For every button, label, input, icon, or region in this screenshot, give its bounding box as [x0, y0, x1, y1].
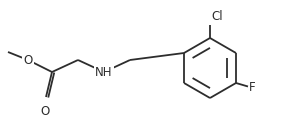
Text: O: O — [23, 53, 33, 67]
Text: O: O — [40, 105, 50, 118]
Text: Cl: Cl — [211, 10, 223, 23]
Text: NH: NH — [95, 66, 113, 78]
Text: F: F — [249, 81, 256, 94]
